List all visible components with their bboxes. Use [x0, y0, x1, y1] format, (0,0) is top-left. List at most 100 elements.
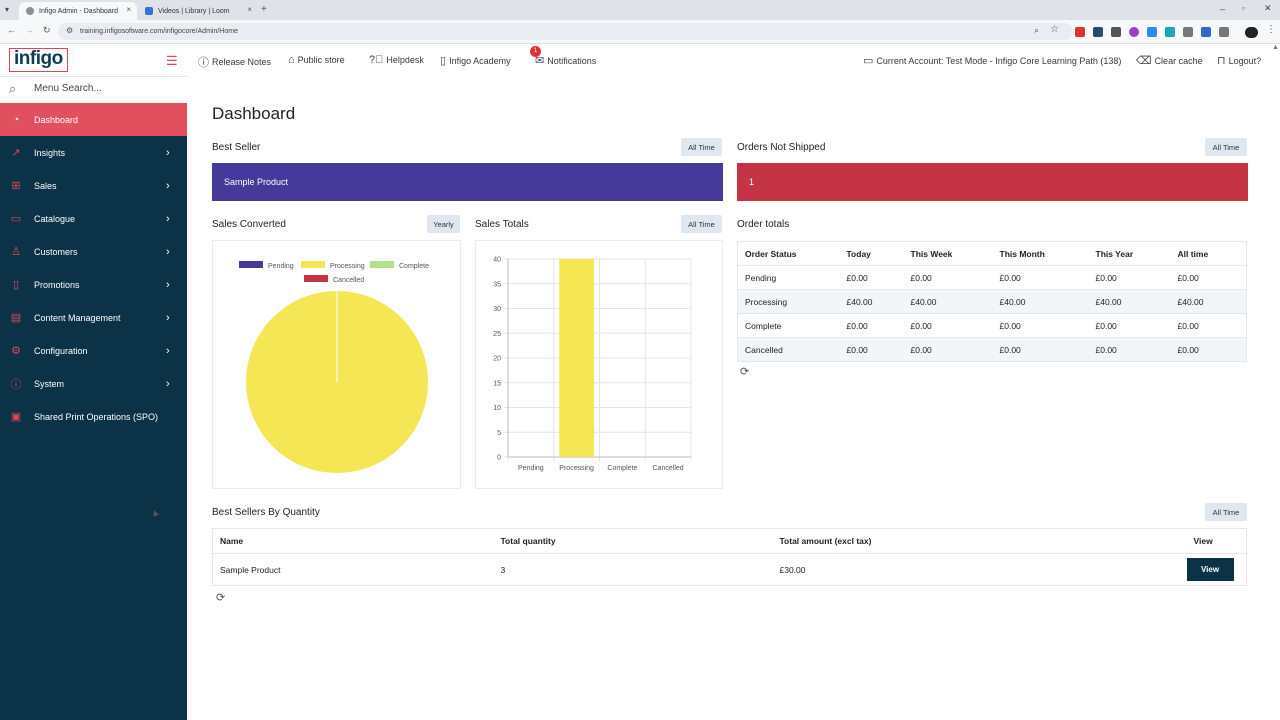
y-tick-label: 5 — [497, 430, 501, 437]
x-tick-label: Complete — [607, 465, 637, 472]
extension-icon[interactable] — [1075, 27, 1085, 37]
info-icon: ⓘ — [198, 57, 209, 69]
new-tab-icon[interactable]: + — [261, 4, 267, 15]
lock-icon: ⊓ — [1217, 55, 1226, 67]
globe-icon — [26, 7, 34, 15]
column-header: Order Status — [737, 241, 840, 266]
y-tick-label: 20 — [493, 356, 501, 363]
release-notes-link[interactable]: ⓘ Release Notes — [198, 54, 271, 70]
menu-search-input[interactable]: Menu Search... — [34, 83, 102, 94]
sidebar-item-content-management[interactable]: ▤ Content Management › — [0, 301, 187, 334]
tab-title: Infigo Admin - Dashboard — [39, 7, 118, 15]
sales-converted-range-button[interactable]: Yearly — [427, 215, 460, 233]
orders-not-shipped-range-button[interactable]: All Time — [1205, 138, 1247, 156]
notifications-link[interactable]: ✉ Notifications — [535, 54, 596, 67]
table-cell: Sample Product — [220, 564, 281, 575]
sidebar-item-catalogue[interactable]: ▭ Catalogue › — [0, 202, 187, 235]
sales-totals-range-button[interactable]: All Time — [681, 215, 722, 233]
sidebar-item-label: Insights — [34, 147, 66, 158]
extension-icon[interactable] — [1183, 27, 1193, 37]
best-sellers-refresh-icon[interactable]: ⟳ — [216, 592, 226, 604]
back-icon[interactable]: ← — [7, 25, 16, 35]
legend-label: Processing — [330, 263, 365, 270]
order-totals-refresh-icon[interactable]: ⟳ — [740, 366, 750, 378]
minimize-icon[interactable]: – — [1220, 4, 1226, 14]
table-header-row: Name Total quantity Total amount (excl t… — [212, 528, 1247, 554]
close-icon[interactable]: × — [247, 5, 252, 14]
column-header: Total amount (excl tax) — [772, 528, 1187, 554]
y-tick-label: 30 — [493, 306, 501, 313]
sidebar-item-system[interactable]: ⓘ System › — [0, 367, 187, 400]
close-icon[interactable]: × — [126, 5, 131, 14]
legend-label: Cancelled — [333, 277, 364, 284]
best-seller-range-button[interactable]: All Time — [681, 138, 722, 156]
bookmark-star-icon[interactable]: ☆ — [1050, 24, 1059, 35]
table-cell: 3 — [500, 564, 506, 575]
logo-area — [0, 44, 187, 76]
tab-search-icon[interactable]: ▾ — [5, 5, 10, 14]
browser-menu-icon[interactable]: ⋮ — [1266, 24, 1276, 35]
site-info-icon[interactable]: ⚙ — [66, 26, 74, 35]
best-seller-banner[interactable]: Sample Product — [212, 163, 723, 201]
table-cell: £0.00 — [1170, 265, 1247, 290]
view-button[interactable]: View — [1186, 558, 1234, 581]
infigo-logo[interactable]: infigo — [9, 48, 68, 72]
public-store-link[interactable]: ⌂ Public store — [288, 54, 345, 66]
zoom-icon[interactable]: ⌕ — [1034, 25, 1040, 35]
public-store-label: Public store — [297, 55, 345, 65]
reload-icon[interactable]: ↻ — [43, 25, 51, 35]
table-cell: £0.00 — [992, 265, 1089, 290]
sales-converted-pie-chart: Pending Processing Complete Cancelled — [239, 261, 429, 473]
sidebar-item-customers[interactable]: ♙ Customers › — [0, 235, 187, 268]
chart-line-icon: ↗ — [11, 147, 21, 159]
menu-search-row[interactable] — [0, 76, 187, 103]
sidebar-item-label: Shared Print Operations (SPO) — [34, 411, 159, 422]
url-input[interactable]: training.infigosoftware.com/infigocore/A… — [58, 23, 1073, 40]
sidebar-item-label: System — [34, 378, 65, 389]
sidebar-item-configuration[interactable]: ⚙ Configuration › — [0, 334, 187, 367]
hamburger-menu-icon[interactable]: ☰ — [166, 53, 178, 68]
helpdesk-link[interactable]: ?⃝ Helpdesk — [369, 54, 424, 66]
current-account-label: Current Account: Test Mode - Infigo Core… — [876, 55, 1122, 66]
clear-cache-link[interactable]: ⌫ Clear cache — [1136, 54, 1203, 67]
sidebar-item-spo[interactable]: ▣ Shared Print Operations (SPO) — [0, 400, 187, 433]
sidebar-item-promotions[interactable]: ▯ Promotions › — [0, 268, 187, 301]
url-text: training.infigosoftware.com/infigocore/A… — [80, 28, 238, 35]
sidebar-item-sales[interactable]: ⊞ Sales › — [0, 169, 187, 202]
orders-not-shipped-banner[interactable]: 1 — [737, 163, 1248, 201]
table-cell: £0.00 — [839, 337, 904, 362]
maximize-icon[interactable]: ▫ — [1242, 4, 1245, 13]
table-row: Complete £0.00 £0.00 £0.00 £0.00 £0.00 — [737, 313, 1247, 338]
browser-tab[interactable]: Videos | Library | Loom × — [138, 2, 258, 20]
page-scrollbar-arrow[interactable]: ▲ — [1272, 44, 1279, 51]
table-row: Pending £0.00 £0.00 £0.00 £0.00 £0.00 — [737, 265, 1247, 290]
extension-icon[interactable] — [1111, 27, 1121, 37]
table-cell: £0.00 — [1170, 337, 1247, 362]
chevron-right-icon: › — [166, 311, 170, 324]
sidebar-item-insights[interactable]: ↗ Insights › — [0, 136, 187, 169]
y-tick-label: 10 — [493, 405, 501, 412]
folder-icon: ▭ — [10, 213, 22, 225]
table-cell: £0.00 — [1088, 313, 1171, 338]
extension-icon[interactable] — [1165, 27, 1175, 37]
logout-link[interactable]: ⊓ Logout? — [1217, 54, 1261, 67]
table-cell: £0.00 — [839, 265, 904, 290]
current-account-link[interactable]: ▭ Current Account: Test Mode - Infigo Co… — [863, 54, 1121, 67]
academy-link[interactable]: ▯ Infigo Academy — [440, 54, 511, 67]
best-sellers-qty-range-button[interactable]: All Time — [1205, 503, 1247, 521]
extension-icon[interactable] — [1093, 27, 1103, 37]
content-icon: ▤ — [10, 312, 22, 324]
extension-icon[interactable] — [1219, 27, 1229, 37]
home-icon: ⌂ — [288, 54, 295, 66]
y-tick-label: 15 — [493, 380, 501, 387]
sidebar-item-dashboard[interactable]: ◔ Dashboard — [0, 103, 187, 136]
browser-tab-active[interactable]: Infigo Admin - Dashboard × — [19, 2, 137, 20]
extension-icon[interactable] — [1147, 27, 1157, 37]
window-close-icon[interactable]: ✕ — [1264, 3, 1272, 13]
extension-icon[interactable] — [1129, 27, 1139, 37]
forward-icon[interactable]: → — [25, 25, 34, 35]
extension-icon[interactable] — [1201, 27, 1211, 37]
tag-icon: ▯ — [12, 279, 20, 291]
profile-avatar[interactable] — [1245, 27, 1258, 38]
table-cell: Pending — [737, 265, 840, 290]
